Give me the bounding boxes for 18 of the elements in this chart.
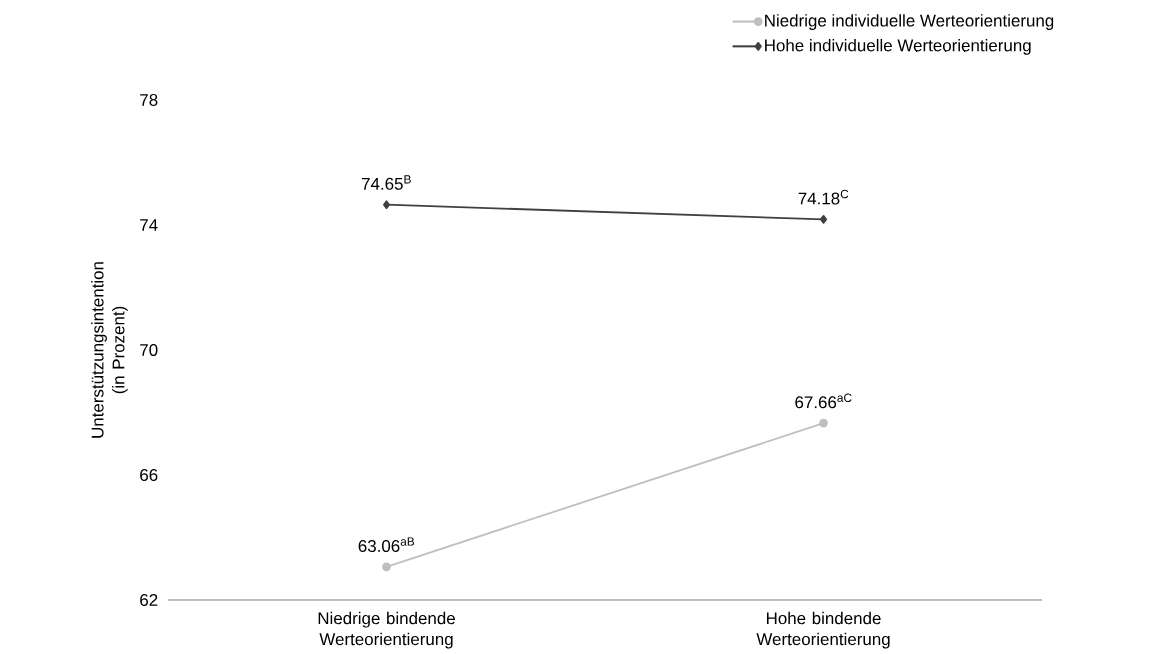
y-tick-label: 74 bbox=[140, 219, 158, 231]
y-tick-label: 66 bbox=[140, 468, 158, 481]
data-label: 74.18$^{C}$ bbox=[798, 189, 849, 205]
legend-label: Niedrige individuelle Werteorientierung bbox=[765, 14, 1054, 30]
data-label: 74.65$^{B}$ bbox=[361, 175, 411, 190]
data-label: 63.06$^{aB}$ bbox=[358, 537, 415, 552]
y-tick-label: 78 bbox=[140, 93, 158, 106]
y-tick-label: 62 bbox=[140, 593, 158, 606]
data-label: 67.66$^{aC}$ bbox=[795, 393, 852, 409]
point bbox=[382, 562, 391, 572]
x-tick-label: Hohe bindende Werteorientierung bbox=[756, 611, 890, 649]
x-tick-label: Niedrige bindende Werteorientierung bbox=[318, 611, 455, 649]
legend-label: Hohe individuelle Werteorientierung bbox=[765, 38, 1031, 55]
point bbox=[819, 418, 828, 428]
y-axis-title: Unterstützungsintention (in Prozent) bbox=[91, 262, 128, 438]
point bbox=[819, 214, 828, 224]
y-tick-label: 70 bbox=[140, 343, 158, 356]
point bbox=[382, 200, 391, 209]
